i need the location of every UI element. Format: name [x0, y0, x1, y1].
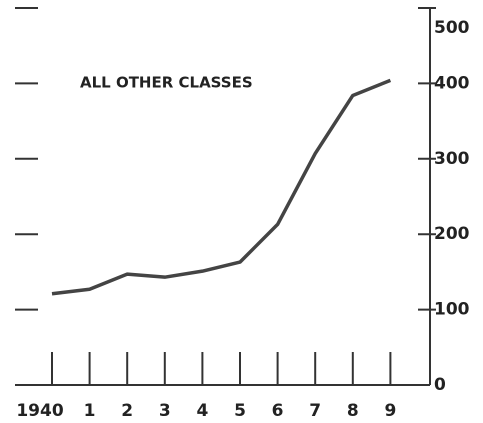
x-tick-label: 1940: [16, 401, 63, 421]
x-tick-label: 9: [384, 401, 396, 421]
annotation: ALL OTHER CLASSES: [80, 74, 253, 92]
y-tick-label: 200: [434, 224, 470, 244]
y-tick-label: 400: [434, 73, 470, 93]
y-tick-label: 500: [434, 18, 470, 38]
x-tick-label: 8: [347, 401, 359, 421]
y-tick-label: 300: [434, 149, 470, 169]
x-tick-label: 4: [196, 401, 208, 421]
data-line: [51, 78, 392, 296]
x-tick-label: 5: [234, 401, 246, 421]
x-tick-label: 1: [84, 401, 96, 421]
y-tick-label: 100: [434, 300, 470, 320]
x-tick-label: 2: [121, 401, 133, 421]
x-tick-label: 6: [272, 401, 284, 421]
x-tick-label: 3: [159, 401, 171, 421]
y-tick-label: 0: [434, 375, 446, 395]
x-tick-label: 7: [309, 401, 321, 421]
